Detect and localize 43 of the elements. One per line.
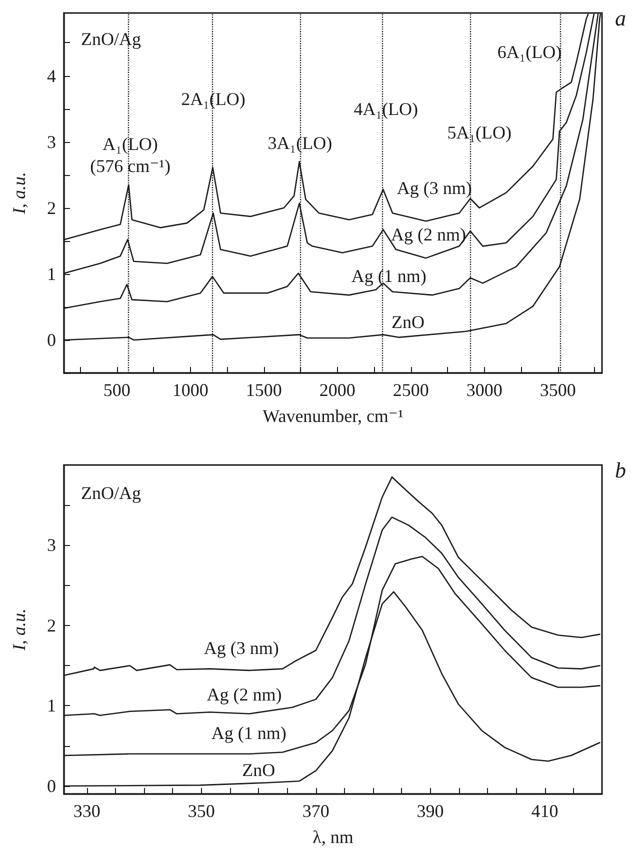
ref-line-label: A₁(LO) (576 cm⁻¹) [90, 134, 170, 176]
ref-line-label: 6A₁(LO) [497, 42, 562, 62]
x-axis-title: λ, nm [312, 827, 354, 847]
y-tick-label: 0 [47, 776, 56, 796]
text: ZnO/Ag [81, 29, 141, 49]
series-label: Ag (2 nm) [391, 224, 466, 244]
series-label: Ag (1 nm) [351, 266, 426, 286]
x-tick-label: 330 [73, 801, 100, 821]
y-tick-label: 0 [47, 330, 56, 350]
series-label: Ag (3 nm) [396, 178, 472, 198]
x-axis-title: Wavenumber, cm⁻¹ [262, 406, 404, 426]
y-tick-label: 2 [47, 198, 56, 218]
x-tick-label: 1500 [246, 380, 282, 400]
x-tick-label: 410 [531, 801, 558, 821]
y-tick-label: 2 [47, 615, 56, 636]
x-tick-label: 2500 [392, 380, 429, 400]
series-label: ZnO [391, 312, 424, 332]
x-tick-label: 350 [188, 801, 215, 821]
x-tick-label: 370 [302, 801, 330, 821]
y-tick-label: 3 [47, 132, 56, 152]
y-tick-label: 1 [47, 264, 56, 284]
series-label: Ag (3 nm) [204, 638, 279, 658]
y-axis-title: I, a.u. [9, 172, 29, 215]
y-axis-title: I, a.u. [9, 608, 29, 652]
series-label: ZnO [242, 760, 276, 780]
x-tick-label: 2000 [319, 380, 356, 400]
ref-line-label: 2A₁(LO) [181, 88, 246, 109]
y-tick-label: 1 [47, 696, 56, 716]
series-label: Ag (2 nm) [206, 684, 282, 704]
text: b [615, 458, 626, 482]
x-tick-label: 1000 [172, 380, 208, 400]
x-tick-label: 390 [416, 801, 444, 821]
x-tick-label: 500 [103, 380, 130, 400]
y-tick-label: 4 [47, 66, 56, 86]
text: a [615, 6, 626, 30]
y-tick-label: 3 [47, 535, 56, 556]
ref-line-label: 5A₁(LO) [447, 122, 512, 143]
x-tick-label: 3000 [466, 380, 502, 400]
ref-line-label: 3A₁(LO) [268, 133, 332, 154]
series-label: Ag (1 nm) [211, 723, 286, 744]
x-tick-label: 3500 [540, 380, 576, 400]
text: ZnO/Ag [81, 483, 141, 503]
ref-line-label: 4A₁(LO) [354, 98, 418, 119]
